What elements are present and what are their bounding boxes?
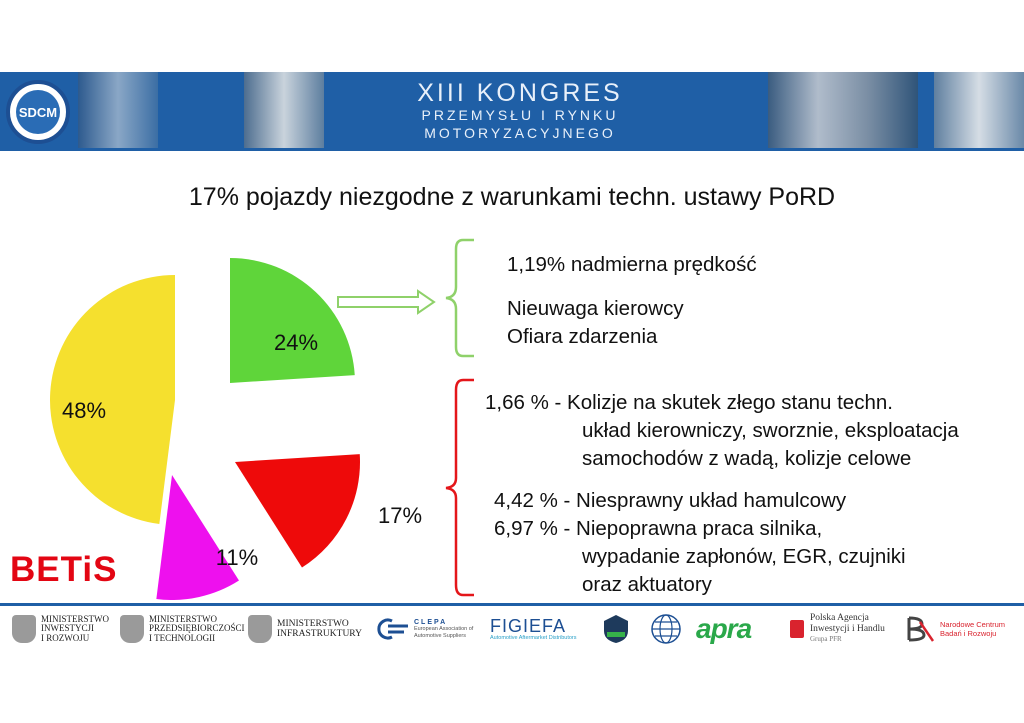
sdcm-logo: SDCM bbox=[6, 80, 70, 144]
red-text-line7: oraz aktuatory bbox=[582, 573, 712, 596]
paih-logo-icon bbox=[790, 620, 804, 638]
slice-label-11: 11% bbox=[216, 545, 258, 570]
slice-label-48: 48% bbox=[62, 398, 106, 423]
sponsor-paih: Polska Agencja Inwestycji i Handlu Grupa… bbox=[790, 612, 885, 646]
sponsor-globe bbox=[650, 612, 682, 646]
red-text-line1: 1,66 % - Kolizje na skutek złego stanu t… bbox=[485, 391, 893, 414]
ncbr-line2: Badań i Rozwoju bbox=[940, 629, 997, 638]
min2-line2: PRZEDSIĘBIORCZOŚCI bbox=[149, 623, 245, 634]
slice-label-17: 17% bbox=[378, 503, 422, 528]
red-text-line2: układ kierowniczy, sworznie, eksploatacj… bbox=[582, 419, 959, 442]
pie-slice-48 bbox=[49, 275, 175, 525]
paih-line2: Inwestycji i Handlu bbox=[810, 623, 885, 634]
min3-line2: INFRASTRUKTURY bbox=[277, 629, 362, 639]
min1-line1: MINISTERSTWO bbox=[41, 613, 109, 624]
arrow-icon bbox=[337, 289, 436, 315]
clepa-name: CLEPA bbox=[414, 619, 448, 626]
sponsor-min-inwestycji: MINISTERSTWO INWESTYCJI I ROZWOJU bbox=[12, 612, 109, 646]
sponsor-ecg bbox=[603, 612, 629, 646]
pie-chart: 24% 17% 11% 48% bbox=[49, 258, 422, 600]
paih-line1: Polska Agencja bbox=[810, 613, 869, 624]
sponsor-figiefa: FIGIEFA Automotive Aftermarket Distribut… bbox=[490, 612, 577, 646]
figiefa-name: FIGIEFA bbox=[490, 615, 567, 636]
clepa-logo-icon bbox=[377, 618, 408, 640]
banner-photo-4 bbox=[934, 72, 1024, 148]
min1-line2: INWESTYCJI bbox=[41, 623, 94, 634]
slice-label-24: 24% bbox=[274, 330, 318, 355]
ncbr-logo-icon bbox=[907, 616, 935, 642]
banner-title-line2: PRZEMYSŁU I RYNKU bbox=[421, 107, 619, 123]
sponsor-ncbr: Narodowe Centrum Badań i Rozwoju bbox=[906, 612, 1005, 646]
green-text-line1: 1,19% nadmierna prędkość bbox=[507, 253, 757, 276]
pie-slices bbox=[49, 258, 360, 600]
banner-title-line3: MOTORYZACYJNEGO bbox=[424, 125, 616, 141]
red-text-line6: wypadanie zapłonów, EGR, czujniki bbox=[582, 545, 906, 568]
pie-slice-24 bbox=[230, 258, 355, 383]
figiefa-subtitle: Automotive Aftermarket Distributors bbox=[490, 634, 577, 641]
green-bracket bbox=[445, 238, 474, 358]
sponsor-min-infrastruktury: MINISTERSTWO INFRASTRUKTURY bbox=[248, 612, 362, 646]
sponsor-apra: apra bbox=[696, 612, 752, 646]
min2-line1: MINISTERSTWO bbox=[149, 613, 217, 624]
min1-line3: I ROZWOJU bbox=[41, 632, 90, 643]
eagle-emblem-icon bbox=[120, 615, 144, 643]
apra-logo: apra bbox=[696, 613, 752, 644]
red-text-line3: samochodów z wadą, kolizje celowe bbox=[582, 447, 912, 470]
globe-icon bbox=[651, 614, 681, 644]
green-text-line3: Ofiara zdarzenia bbox=[507, 325, 658, 348]
header-divider bbox=[0, 148, 1024, 151]
ncbr-line1: Narodowe Centrum bbox=[940, 620, 1006, 629]
banner-photo-1 bbox=[78, 72, 158, 148]
min3-line1: MINISTERSTWO bbox=[277, 618, 349, 629]
pie-slice-11 bbox=[156, 475, 239, 600]
green-text-line2: Nieuwaga kierowcy bbox=[507, 297, 684, 320]
clepa-subtitle: European Association of Automotive Suppl… bbox=[414, 626, 474, 639]
sdcm-logo-text: SDCM bbox=[16, 90, 60, 134]
banner-photo-3 bbox=[768, 72, 918, 148]
slide-title: 17% pojazdy niezgodne z warunkami techn.… bbox=[188, 183, 836, 211]
min2-line3: I TECHNOLOGII bbox=[149, 632, 216, 643]
red-text-line5: 6,97 % - Niepoprawna praca silnika, bbox=[494, 517, 823, 540]
eagle-emblem-icon bbox=[12, 615, 36, 643]
eagle-emblem-icon bbox=[248, 615, 272, 643]
sponsor-clepa: CLEPA European Association of Automotive… bbox=[374, 612, 478, 646]
banner-title: XIII KONGRES PRZEMYSŁU I RYNKU MOTORYZAC… bbox=[370, 80, 670, 142]
banner-photo-2 bbox=[244, 72, 324, 148]
ecg-shield-icon bbox=[604, 615, 628, 643]
pie-slice-17 bbox=[235, 454, 360, 568]
header-banner bbox=[0, 72, 1024, 148]
red-bracket bbox=[445, 378, 474, 597]
footer-divider bbox=[0, 603, 1024, 606]
red-text-line4: 4,42 % - Niesprawny układ hamulcowy bbox=[494, 489, 847, 512]
annotation-graphics bbox=[337, 238, 474, 597]
banner-title-line1: XIII KONGRES bbox=[417, 79, 623, 107]
paih-line3: Grupa PFR bbox=[810, 635, 842, 644]
betis-logo: BETiS bbox=[10, 550, 118, 589]
sponsor-min-przedsiebiorczosci: MINISTERSTWO PRZEDSIĘBIORCZOŚCI I TECHNO… bbox=[120, 612, 245, 646]
